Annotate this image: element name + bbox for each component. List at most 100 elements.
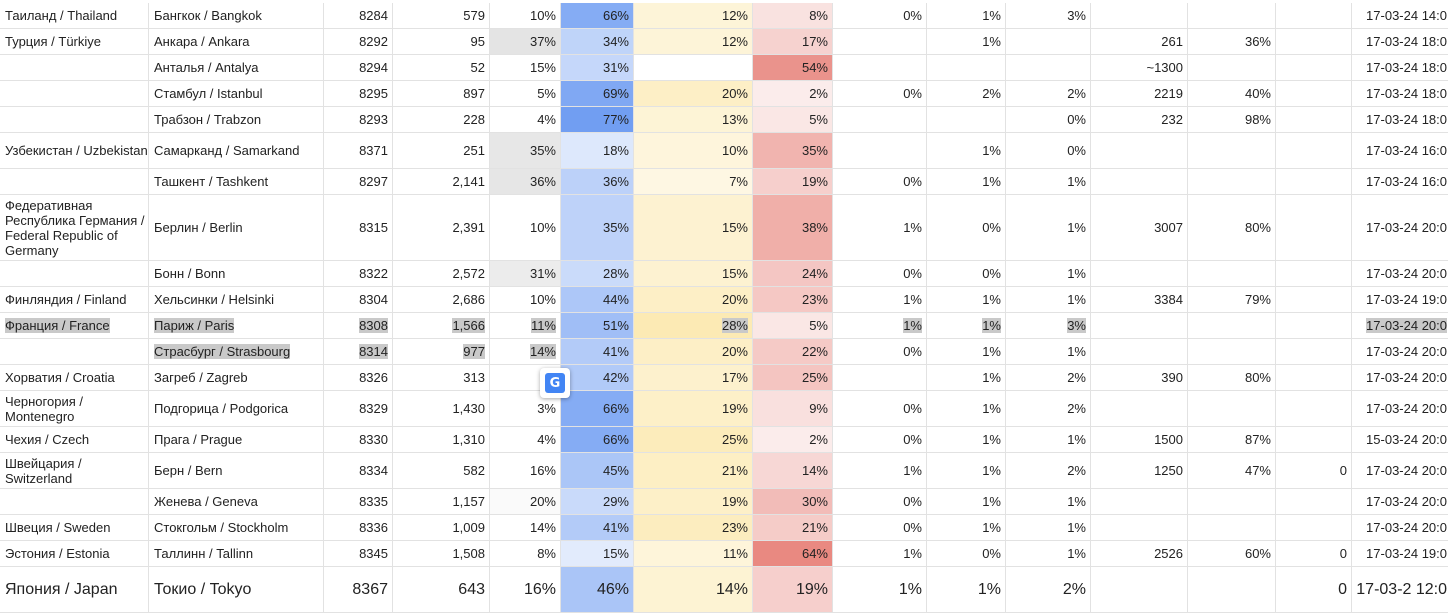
cell-p7[interactable]: 2%	[1006, 391, 1091, 426]
cell-n1[interactable]	[1091, 261, 1188, 286]
cell-p1[interactable]: 35%	[490, 133, 561, 168]
cell-country[interactable]	[0, 339, 149, 364]
cell-p2[interactable]: 34%	[561, 29, 634, 54]
cell-id[interactable]: 8292	[324, 29, 393, 54]
cell-p7[interactable]: 0%	[1006, 107, 1091, 132]
cell-p1[interactable]: 20%	[490, 489, 561, 514]
cell-p2[interactable]: 51%	[561, 313, 634, 338]
cell-n1[interactable]: 2219	[1091, 81, 1188, 106]
cell-city[interactable]: Подгорица / Podgorica	[149, 391, 324, 426]
cell-p4[interactable]: 2%	[753, 81, 833, 106]
cell-n1[interactable]: 2526	[1091, 541, 1188, 566]
cell-p5[interactable]: 0%	[833, 261, 927, 286]
cell-n1[interactable]	[1091, 169, 1188, 194]
cell-country[interactable]: Турция / Türkiye	[0, 29, 149, 54]
cell-p7[interactable]: 1%	[1006, 261, 1091, 286]
cell-id[interactable]: 8284	[324, 3, 393, 28]
cell-id[interactable]: 8335	[324, 489, 393, 514]
cell-country[interactable]	[0, 489, 149, 514]
cell-count[interactable]: 1,157	[393, 489, 490, 514]
cell-count[interactable]: 1,508	[393, 541, 490, 566]
cell-count[interactable]: 582	[393, 453, 490, 488]
cell-city[interactable]: Загреб / Zagreb	[149, 365, 324, 390]
cell-id[interactable]: 8336	[324, 515, 393, 540]
cell-id[interactable]: 8371	[324, 133, 393, 168]
cell-country[interactable]: Япония / Japan	[0, 567, 149, 612]
cell-p3[interactable]: 12%	[634, 3, 753, 28]
cell-p4[interactable]: 35%	[753, 133, 833, 168]
cell-z[interactable]: 0	[1276, 453, 1352, 488]
cell-date[interactable]: 17-03-24 20:0	[1352, 453, 1448, 488]
cell-p4[interactable]: 19%	[753, 169, 833, 194]
cell-p3[interactable]: 10%	[634, 133, 753, 168]
cell-z[interactable]	[1276, 55, 1352, 80]
cell-p1[interactable]: 10%	[490, 3, 561, 28]
cell-z[interactable]	[1276, 489, 1352, 514]
cell-z[interactable]	[1276, 287, 1352, 312]
cell-p5[interactable]: 0%	[833, 81, 927, 106]
cell-p7[interactable]: 0%	[1006, 133, 1091, 168]
cell-id[interactable]: 8322	[324, 261, 393, 286]
cell-p1[interactable]: 11%	[490, 313, 561, 338]
cell-pct[interactable]	[1188, 261, 1276, 286]
cell-p1[interactable]: 16%	[490, 567, 561, 612]
cell-n1[interactable]	[1091, 313, 1188, 338]
cell-count[interactable]: 1,430	[393, 391, 490, 426]
cell-p4[interactable]: 30%	[753, 489, 833, 514]
cell-pct[interactable]: 60%	[1188, 541, 1276, 566]
cell-pct[interactable]: 80%	[1188, 195, 1276, 260]
cell-id[interactable]: 8294	[324, 55, 393, 80]
cell-pct[interactable]: 47%	[1188, 453, 1276, 488]
cell-p3[interactable]: 21%	[634, 453, 753, 488]
cell-date[interactable]: 15-03-24 20:0	[1352, 427, 1448, 452]
cell-p6[interactable]	[927, 107, 1006, 132]
cell-p3[interactable]: 20%	[634, 287, 753, 312]
cell-count[interactable]: 2,572	[393, 261, 490, 286]
cell-pct[interactable]	[1188, 339, 1276, 364]
cell-date[interactable]: 17-03-24 20:0	[1352, 515, 1448, 540]
cell-p4[interactable]: 8%	[753, 3, 833, 28]
cell-p3[interactable]: 25%	[634, 427, 753, 452]
cell-p6[interactable]: 1%	[927, 567, 1006, 612]
cell-date[interactable]: 17-03-24 20:0	[1352, 313, 1448, 338]
cell-p5[interactable]	[833, 29, 927, 54]
cell-p4[interactable]: 5%	[753, 107, 833, 132]
cell-p6[interactable]: 0%	[927, 261, 1006, 286]
cell-p3[interactable]: 12%	[634, 29, 753, 54]
cell-p7[interactable]: 1%	[1006, 339, 1091, 364]
cell-date[interactable]: 17-03-24 18:0	[1352, 55, 1448, 80]
cell-country[interactable]	[0, 81, 149, 106]
cell-date[interactable]: 17-03-24 20:0	[1352, 261, 1448, 286]
cell-country[interactable]: Эстония / Estonia	[0, 541, 149, 566]
cell-p6[interactable]	[927, 55, 1006, 80]
cell-p5[interactable]: 0%	[833, 489, 927, 514]
cell-z[interactable]	[1276, 391, 1352, 426]
cell-p3[interactable]: 15%	[634, 261, 753, 286]
cell-p3[interactable]: 13%	[634, 107, 753, 132]
cell-city[interactable]: Ташкент / Tashkent	[149, 169, 324, 194]
cell-n1[interactable]: 232	[1091, 107, 1188, 132]
cell-p3[interactable]: 7%	[634, 169, 753, 194]
cell-p6[interactable]: 2%	[927, 81, 1006, 106]
cell-z[interactable]	[1276, 29, 1352, 54]
cell-p1[interactable]: 4%	[490, 427, 561, 452]
cell-id[interactable]: 8295	[324, 81, 393, 106]
cell-p4[interactable]: 21%	[753, 515, 833, 540]
cell-p1[interactable]: 8%	[490, 541, 561, 566]
cell-p7[interactable]: 1%	[1006, 287, 1091, 312]
cell-date[interactable]: 17-03-24 14:0	[1352, 3, 1448, 28]
cell-p1[interactable]: 14%	[490, 339, 561, 364]
cell-n1[interactable]: 261	[1091, 29, 1188, 54]
cell-p7[interactable]: 2%	[1006, 81, 1091, 106]
cell-id[interactable]: 8304	[324, 287, 393, 312]
cell-count[interactable]: 228	[393, 107, 490, 132]
cell-count[interactable]: 1,009	[393, 515, 490, 540]
cell-z[interactable]	[1276, 261, 1352, 286]
cell-p6[interactable]: 1%	[927, 29, 1006, 54]
cell-n1[interactable]: 3384	[1091, 287, 1188, 312]
cell-id[interactable]: 8330	[324, 427, 393, 452]
cell-count[interactable]: 1,566	[393, 313, 490, 338]
cell-city[interactable]: Таллинн / Tallinn	[149, 541, 324, 566]
cell-p6[interactable]: 1%	[927, 391, 1006, 426]
